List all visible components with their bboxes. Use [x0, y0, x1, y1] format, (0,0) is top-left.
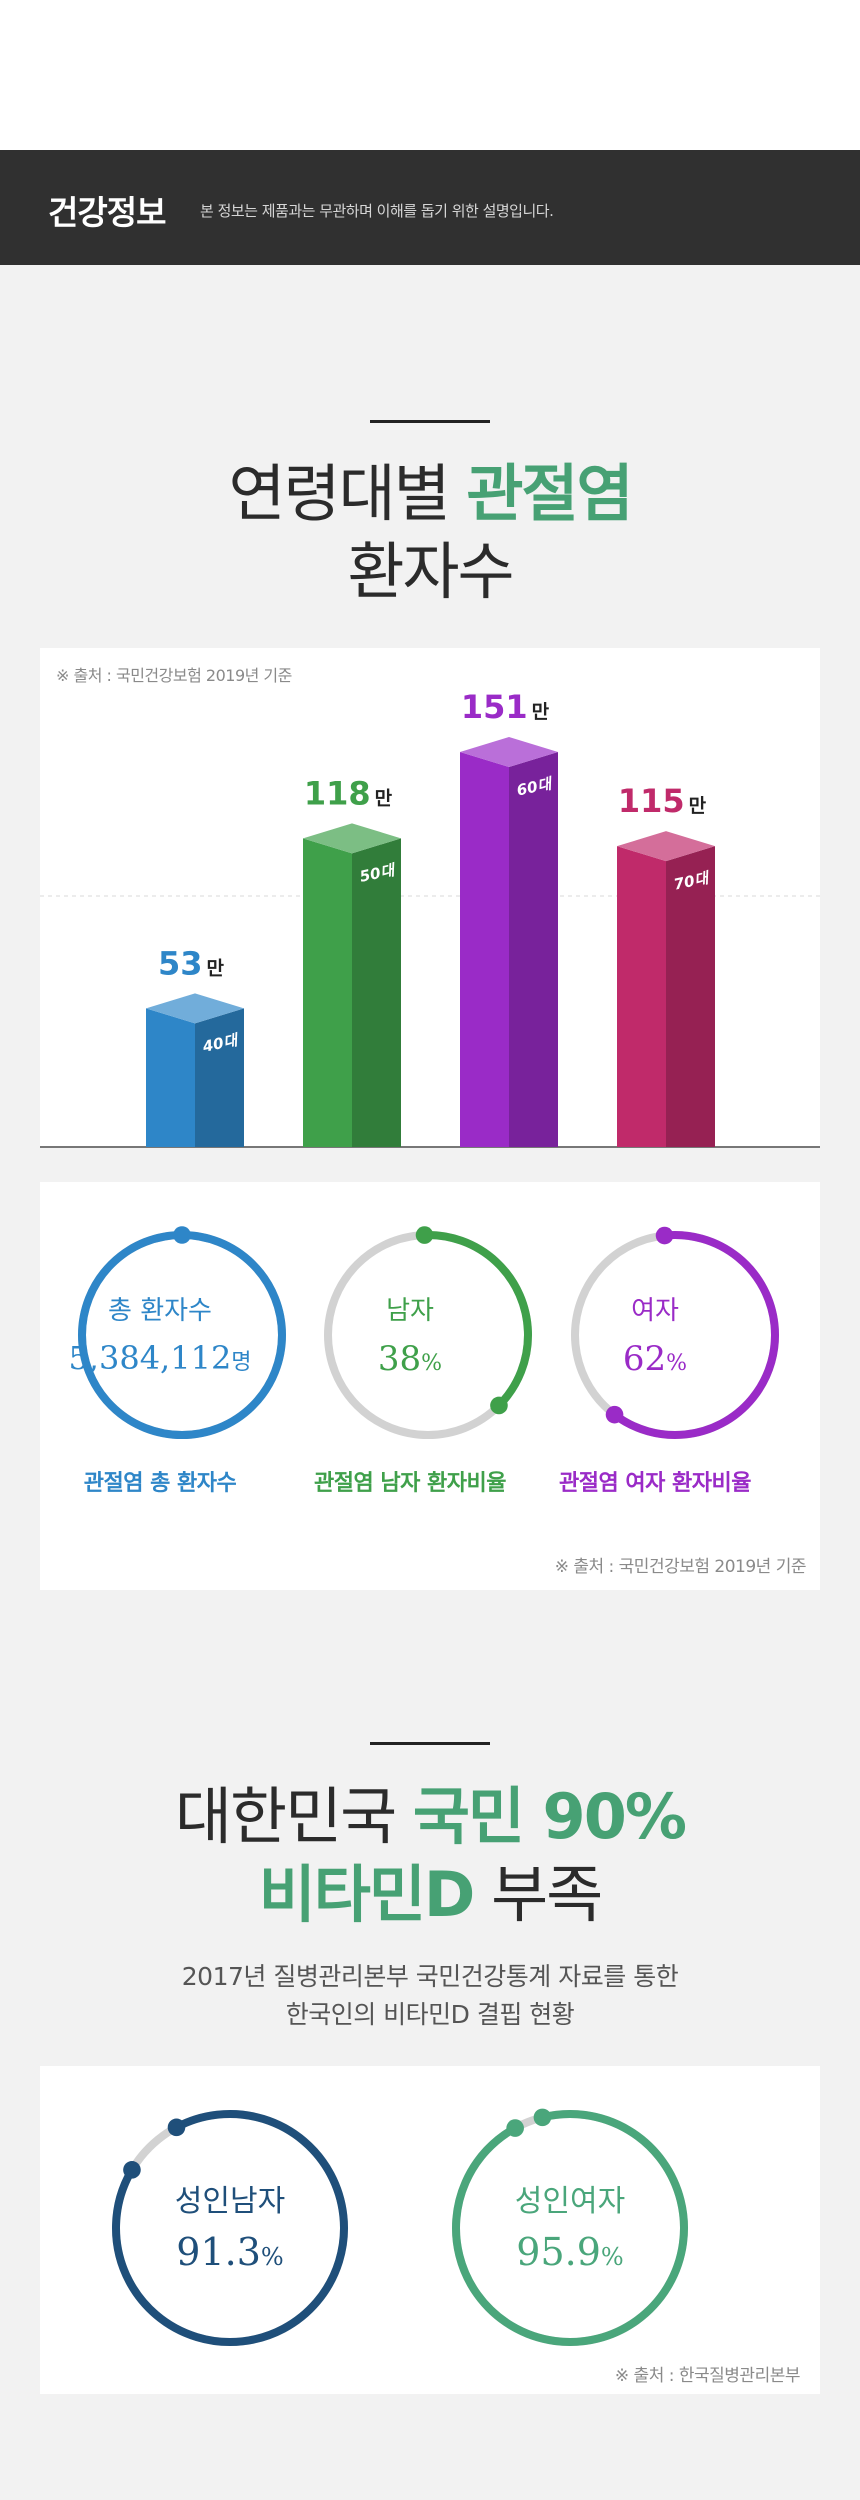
bar-left-face: [460, 752, 509, 1147]
ring-end-dot: [490, 1396, 508, 1415]
bar-top-face: [460, 737, 558, 767]
stat-rings: [78, 1226, 779, 1439]
stats-panel: 총 환자수 5,384,112명 남자 38% 여자 62% 관절염 총 환자수…: [40, 1182, 820, 1590]
bar-value-unit: 만: [207, 957, 225, 979]
ring-start-dot: [655, 1226, 674, 1245]
ring-total-label: 총 환자수: [108, 1296, 212, 1326]
section1-title-highlight: 관절염: [466, 457, 633, 530]
header-title: 건강정보: [48, 193, 166, 232]
vitamin-panel: 성인남자 91.3% 성인여자 95.9% ※ 출처 : 한국질병관리본부: [40, 2066, 820, 2394]
section1-title-line2: 환자수: [347, 535, 514, 608]
vitamin-source: ※ 출처 : 한국질병관리본부: [614, 2366, 801, 2386]
ring-female-label: 여자: [631, 1296, 679, 1326]
ring-male-unit: %: [421, 1351, 443, 1376]
bar-top-face: [146, 993, 244, 1024]
ring-female-unit: %: [666, 1351, 688, 1376]
ring-female-text: 여자 62%: [535, 1290, 775, 1379]
section2-subtitle: 2017년 질병관리본부 국민건강통계 자료를 통한 한국인의 비타민D 결핍 …: [0, 1958, 860, 2034]
ring-men-text: 성인남자 91.3%: [110, 2176, 350, 2274]
ring-men-value: 91.3: [176, 2230, 261, 2274]
stat-ring-1: [324, 1226, 532, 1439]
section2-title-highlight: 국민 90%: [412, 1780, 687, 1853]
section2-subtitle-line1: 2017년 질병관리본부 국민건강통계 자료를 통한: [181, 1962, 679, 1991]
bar-value-label: 151 만: [461, 688, 550, 726]
ring-end-dot: [605, 1405, 624, 1424]
ring-start-dot: [415, 1226, 434, 1244]
bar-value-label: 53 만: [158, 944, 225, 982]
header-description: 본 정보는 제품과는 무관하며 이해를 돕기 위한 설명입니다.: [200, 202, 554, 220]
caption-female: 관절염 여자 환자비율: [559, 1471, 751, 1496]
bar-right-face: [195, 1008, 244, 1147]
section2-divider: [370, 1742, 490, 1745]
ring-male-text: 남자 38%: [290, 1290, 530, 1379]
bar-chart-panel: ※ 출처 : 국민건강보험 2019년 기준 40대 53 만 50대 118 만 60대 1…: [40, 648, 820, 1148]
vitamin-ring-1: [452, 2108, 688, 2346]
section2-title-shortage: 부족: [473, 1858, 603, 1931]
ring-men-unit: %: [260, 2243, 284, 2271]
caption-total: 관절염 총 환자수: [83, 1471, 237, 1496]
bar-value-unit: 만: [689, 795, 707, 817]
ring-women-unit: %: [600, 2243, 624, 2271]
bar-value-number: 151: [461, 688, 528, 726]
vitamin-rings: [111, 2108, 688, 2346]
ring-women-value: 95.9: [516, 2230, 601, 2274]
stats-source: ※ 출처 : 국민건강보험 2019년 기준: [554, 1557, 807, 1577]
chart-source: ※ 출처 : 국민건강보험 2019년 기준: [56, 666, 292, 685]
section2-title: 대한민국 국민 90% 비타민D 부족: [0, 1778, 860, 1934]
stat-ring-0: [78, 1226, 286, 1439]
ring-end-dot: [123, 2161, 141, 2179]
section1-title-plain: 연령대별: [228, 457, 467, 530]
bar-right-face: [352, 838, 401, 1147]
section1-divider: [370, 420, 490, 423]
ring-female-value: 62: [622, 1339, 667, 1379]
bar-top-face: [303, 823, 401, 854]
ring-women-label: 성인여자: [514, 2184, 626, 2219]
bar-value-number: 53: [158, 944, 203, 982]
ring-start-dot: [533, 2108, 552, 2127]
bar-right-face: [509, 752, 558, 1147]
ring-male-label: 남자: [386, 1296, 434, 1326]
caption-male: 관절염 남자 환자비율: [314, 1471, 506, 1496]
bar-left-face: [617, 846, 666, 1147]
section2-title-plain: 대한민국: [175, 1780, 413, 1853]
bar-value-unit: 만: [532, 701, 550, 723]
ring-women-text: 성인여자 95.9%: [450, 2176, 690, 2274]
top-blank-area: [0, 0, 860, 150]
bar-left-face: [303, 838, 352, 1147]
bar-value-label: 115 만: [618, 782, 707, 820]
bar-top-face: [617, 831, 715, 862]
ring-start-dot: [173, 1226, 191, 1244]
ring-end-dot: [506, 2119, 524, 2137]
stat-ring-2: [571, 1226, 779, 1439]
ring-total-unit: 명: [231, 1350, 252, 1375]
section1-title: 연령대별 관절염 환자수: [0, 455, 860, 611]
ring-total-value: 5,384,112: [68, 1339, 232, 1377]
bar-value-number: 118: [304, 774, 371, 812]
ring-male-value: 38: [377, 1339, 422, 1379]
section2-title-vitamin: 비타민D: [258, 1858, 476, 1931]
ring-men-label: 성인남자: [174, 2184, 286, 2219]
health-info-header: 건강정보 본 정보는 제품과는 무관하며 이해를 돕기 위한 설명입니다.: [0, 150, 860, 265]
ring-start-dot: [167, 2118, 186, 2137]
bar-value-label: 118 만: [304, 774, 393, 812]
section2-subtitle-line2: 한국인의 비타민D 결핍 현황: [285, 2000, 575, 2029]
ring-total-text: 총 환자수 5,384,112명: [40, 1290, 280, 1377]
bar-left-face: [146, 1008, 195, 1147]
vitamin-ring-0: [111, 2110, 348, 2346]
bar-value-number: 115: [618, 782, 685, 820]
bar-right-face: [666, 846, 715, 1147]
bar-value-unit: 만: [375, 787, 393, 809]
